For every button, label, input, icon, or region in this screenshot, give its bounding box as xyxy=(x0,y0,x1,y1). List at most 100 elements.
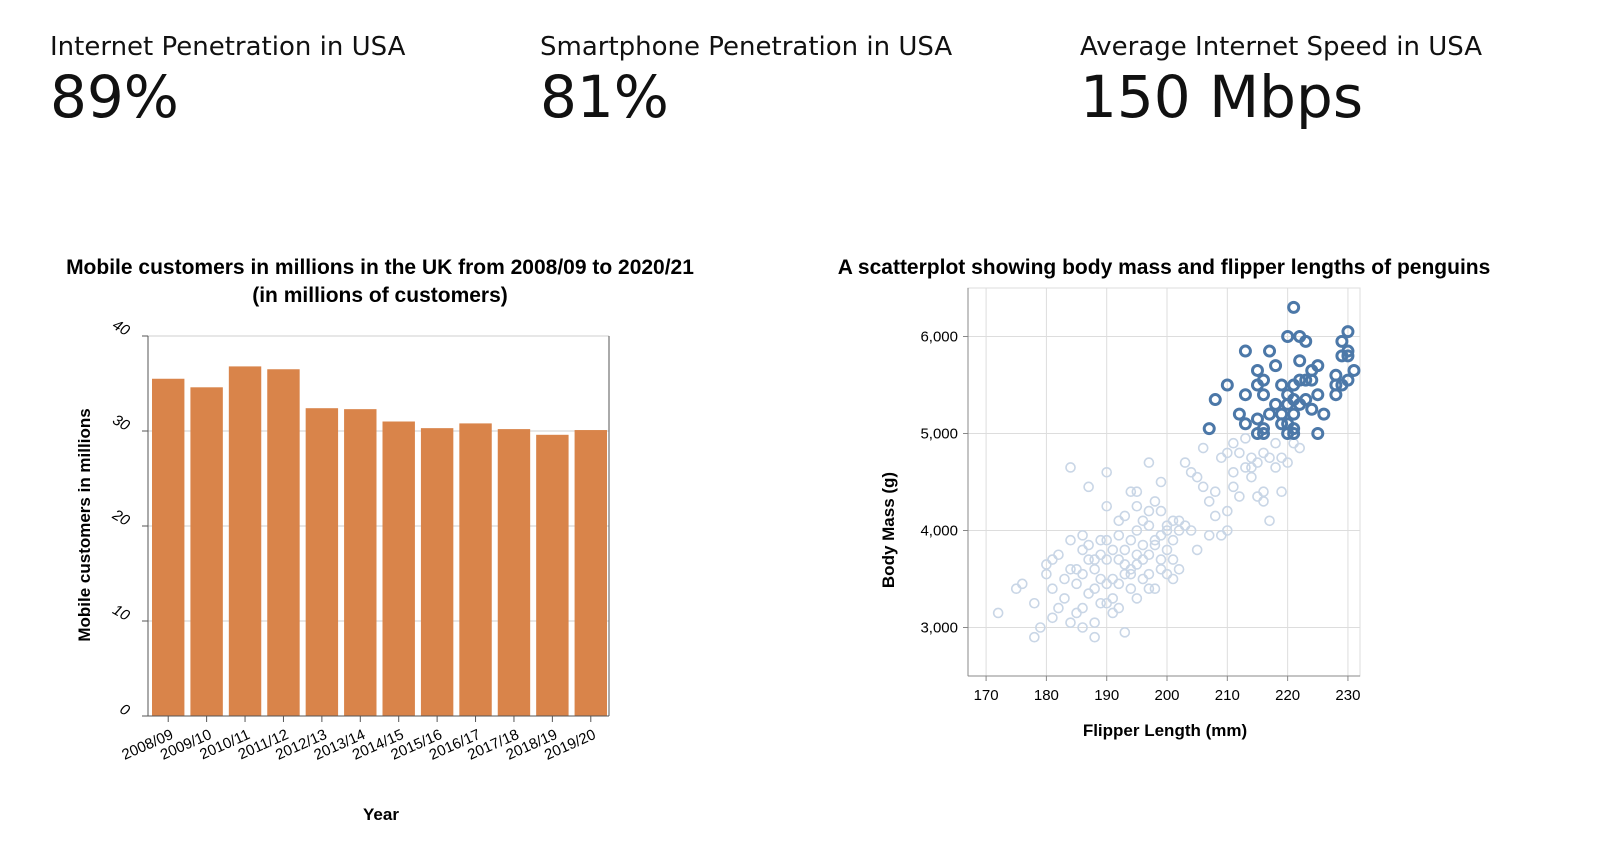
scatter-point-faded xyxy=(1167,554,1179,565)
scatter-point-highlighted xyxy=(1287,300,1301,314)
scatter-point-faded xyxy=(1089,631,1100,643)
scatter-point-highlighted xyxy=(1317,407,1331,421)
scatter-point-faded xyxy=(1059,593,1070,604)
scatter-point-faded xyxy=(1288,437,1299,449)
scatter-point-faded xyxy=(1167,573,1179,585)
scatter-point-faded xyxy=(1095,534,1106,546)
scatter-point-faded xyxy=(1113,578,1125,590)
scatter-point-faded xyxy=(1270,462,1281,473)
scatter-point-faded xyxy=(1131,593,1143,604)
scatter-point-faded xyxy=(1137,554,1149,565)
scatter-point-faded xyxy=(1083,554,1094,565)
scatter-point-faded xyxy=(1276,486,1287,497)
scatter-point-highlighted xyxy=(1287,407,1301,421)
scatter-point-faded xyxy=(1131,486,1143,497)
scatter-point-faded xyxy=(1113,602,1125,614)
scatter-point-highlighted xyxy=(1311,388,1325,402)
bar xyxy=(267,369,300,716)
scatter-point-faded xyxy=(1095,597,1106,609)
scatter-point-faded xyxy=(1131,549,1143,561)
scatter-point-faded xyxy=(1047,583,1058,595)
scatter-point-faded xyxy=(1215,452,1227,464)
scatter-point-faded xyxy=(1228,481,1239,493)
scatter-axes xyxy=(963,288,1360,681)
scatter-x-tick-labels: 170 180 190 200 210 220 230 xyxy=(974,687,1361,704)
scatter-point-highlighted xyxy=(1329,388,1343,402)
bar xyxy=(152,378,185,716)
scatter-point-faded xyxy=(1197,481,1209,493)
scatter-point-faded xyxy=(1137,515,1149,527)
scatter-point-faded xyxy=(1155,530,1167,541)
scatter-point-faded xyxy=(1179,520,1191,531)
bar xyxy=(574,430,607,716)
scatter-point-faded xyxy=(1119,559,1131,570)
scatter-point-faded xyxy=(1131,525,1143,536)
scatter-point-highlighted xyxy=(1238,344,1252,358)
kpi-smartphone-penetration: Smartphone Penetration in USA 81% xyxy=(540,32,952,128)
bar-chart-title-line1: Mobile customers in millions in the UK f… xyxy=(66,256,694,279)
scatter-point-faded xyxy=(1077,568,1088,580)
scatter-point-faded xyxy=(1149,496,1161,507)
scatter-point-faded xyxy=(1209,510,1221,522)
scatter-point-faded xyxy=(1246,462,1257,473)
scatter-point-highlighted xyxy=(1238,417,1252,431)
scatter-point-highlighted xyxy=(1263,407,1277,421)
scatter-point-highlighted xyxy=(1281,330,1295,343)
scatter-point-faded xyxy=(1113,554,1125,565)
scatter-point-faded xyxy=(1125,568,1137,580)
scatter-point-faded xyxy=(1053,549,1064,561)
scatter-point-highlighted xyxy=(1238,388,1252,402)
scatter-point-highlighted xyxy=(1275,378,1289,392)
scatter-x-tick-label: 180 xyxy=(1034,687,1059,704)
scatter-point-faded xyxy=(1113,515,1125,527)
scatter-point-faded xyxy=(1101,467,1113,478)
scatter-series-faded xyxy=(992,433,1305,643)
bar-x-tick-labels: 2008/092009/102010/112011/122012/132013/… xyxy=(119,726,598,764)
scatter-point-faded xyxy=(1167,534,1179,546)
scatter-point-highlighted xyxy=(1335,349,1349,363)
scatter-point-faded xyxy=(1185,467,1197,478)
scatter-x-tick-label: 190 xyxy=(1094,687,1119,704)
scatter-x-tick-label: 220 xyxy=(1275,687,1300,704)
scatter-point-highlighted xyxy=(1281,397,1295,411)
scatter-point-faded xyxy=(1191,471,1203,483)
scatter-point-faded xyxy=(1107,607,1119,619)
scatter-point-highlighted xyxy=(1202,422,1216,436)
scatter-point-faded xyxy=(1047,554,1058,565)
bar xyxy=(228,366,262,716)
scatter-point-faded xyxy=(1083,539,1094,551)
scatter-point-faded xyxy=(1143,520,1155,531)
scatter-point-faded xyxy=(1222,447,1233,459)
bar xyxy=(344,409,377,716)
scatter-point-faded xyxy=(1089,554,1100,565)
scatter-point-highlighted xyxy=(1341,325,1355,339)
scatter-point-faded xyxy=(1077,544,1088,556)
scatter-point-highlighted xyxy=(1250,412,1264,426)
scatter-point-highlighted xyxy=(1281,427,1295,440)
bar xyxy=(497,429,531,716)
kpi-value: 81% xyxy=(540,63,669,131)
scatter-chart: A scatterplot showing body mass and flip… xyxy=(838,256,1491,740)
scatter-point-faded xyxy=(1089,583,1100,595)
scatter-gridlines xyxy=(967,287,1361,677)
scatter-point-faded xyxy=(1125,534,1137,546)
scatter-point-faded xyxy=(1113,530,1125,541)
kpi-label: Internet Penetration in USA xyxy=(50,32,406,62)
scatter-point-highlighted xyxy=(1220,378,1234,392)
scatter-point-faded xyxy=(1252,457,1263,468)
scatter-point-faded xyxy=(1143,583,1155,595)
scatter-point-faded xyxy=(1161,544,1173,556)
scatter-point-faded xyxy=(1228,467,1239,478)
scatter-point-highlighted xyxy=(1293,354,1307,368)
scatter-point-faded xyxy=(1047,612,1058,624)
scatter-point-faded xyxy=(1035,622,1046,633)
scatter-point-faded xyxy=(1203,496,1215,507)
scatter-point-faded xyxy=(1143,505,1155,517)
scatter-point-highlighted xyxy=(1287,378,1301,392)
scatter-point-faded xyxy=(1179,457,1191,468)
scatter-point-faded xyxy=(1101,500,1113,512)
scatter-y-axis-title: Body Mass (g) xyxy=(879,472,898,588)
scatter-point-highlighted xyxy=(1305,373,1319,387)
scatter-y-tick-label: 4,000 xyxy=(920,523,958,540)
scatter-point-highlighted xyxy=(1269,359,1283,373)
